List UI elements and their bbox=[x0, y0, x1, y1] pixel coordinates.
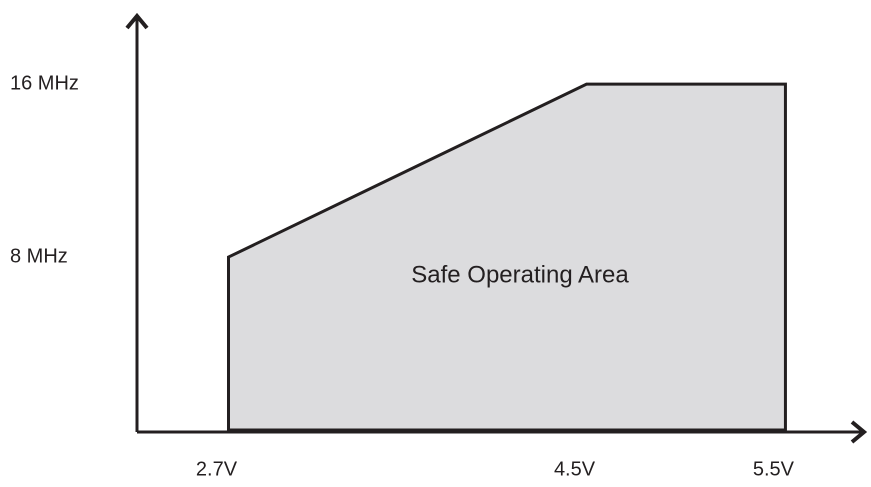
area bbox=[226, 82, 787, 432]
plot bbox=[226, 82, 787, 432]
x-tick-label: 4.5V bbox=[554, 458, 596, 480]
y-tick-label: 16 MHz bbox=[10, 72, 79, 94]
annotation: Safe Operating Area bbox=[411, 261, 629, 288]
y-axis-arrow bbox=[125, 12, 149, 30]
x-tick-label: 2.7V bbox=[196, 458, 238, 480]
x-axis-arrow bbox=[850, 420, 868, 444]
y-tick-label: 8 MHz bbox=[10, 245, 68, 267]
x-tick-label: 5.5V bbox=[753, 458, 795, 480]
